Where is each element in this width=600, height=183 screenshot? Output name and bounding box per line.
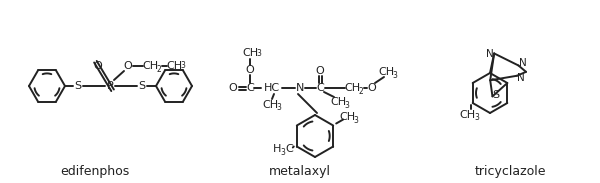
Text: metalaxyl: metalaxyl: [269, 165, 331, 178]
Text: 3: 3: [392, 70, 397, 79]
Text: S: S: [139, 81, 146, 91]
Text: 3: 3: [474, 113, 479, 122]
Text: CH: CH: [378, 67, 394, 77]
Text: CH: CH: [330, 97, 346, 107]
Text: 3: 3: [181, 61, 185, 70]
Text: CH: CH: [166, 61, 182, 71]
Text: C: C: [246, 83, 254, 93]
Text: S: S: [492, 90, 499, 100]
Text: O: O: [245, 65, 254, 75]
Text: CH: CH: [242, 48, 258, 58]
Text: O: O: [229, 83, 238, 93]
Text: C: C: [285, 145, 293, 154]
Text: O: O: [316, 66, 325, 76]
Text: CH: CH: [262, 100, 278, 110]
Text: 3: 3: [344, 100, 349, 109]
Text: 2: 2: [157, 64, 161, 74]
Text: O: O: [94, 61, 103, 71]
Text: HC: HC: [264, 83, 280, 93]
Text: H: H: [272, 145, 281, 154]
Text: 3: 3: [354, 116, 359, 125]
Text: CH: CH: [339, 113, 355, 122]
Text: edifenphos: edifenphos: [61, 165, 130, 178]
Text: P: P: [107, 81, 113, 91]
Text: CH: CH: [460, 110, 476, 120]
Text: CH: CH: [344, 83, 360, 93]
Text: S: S: [74, 81, 82, 91]
Text: 2: 2: [359, 87, 364, 96]
Text: 3: 3: [257, 48, 262, 57]
Text: N: N: [296, 83, 304, 93]
Text: O: O: [368, 83, 376, 93]
Text: 3: 3: [280, 148, 285, 157]
Text: C: C: [316, 83, 324, 93]
Text: tricyclazole: tricyclazole: [474, 165, 546, 178]
Text: O: O: [124, 61, 133, 71]
Text: N: N: [518, 59, 526, 68]
Text: N: N: [486, 49, 494, 59]
Text: N: N: [517, 73, 525, 83]
Text: CH: CH: [142, 61, 158, 71]
Text: 3: 3: [277, 104, 281, 113]
